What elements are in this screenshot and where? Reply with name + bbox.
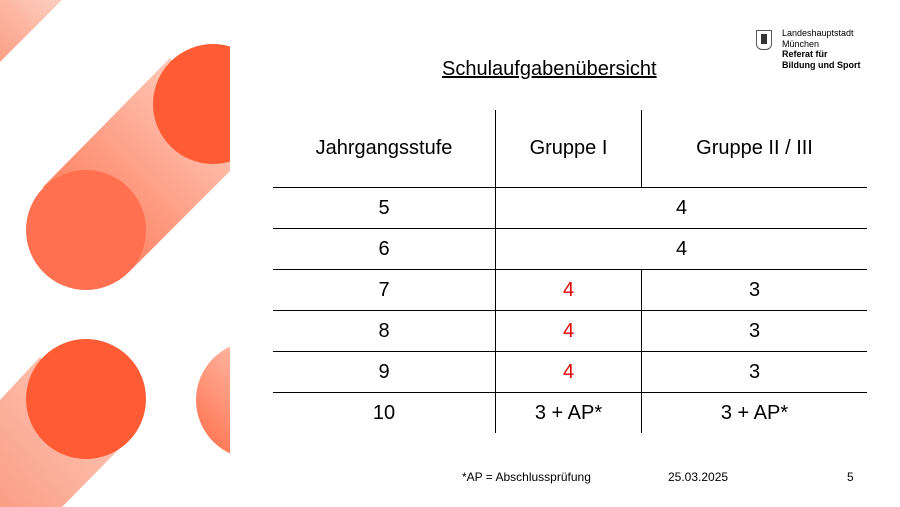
column-header: Jahrgangsstufe [273, 110, 496, 188]
table-row: 7 4 3 [273, 269, 867, 311]
logo-line: Bildung und Sport [782, 59, 861, 70]
page-title: Schulaufgabenübersicht [442, 58, 657, 80]
table-header-row: Jahrgangsstufe Gruppe I Gruppe II / III [273, 110, 867, 188]
table-row: 9 4 3 [273, 351, 867, 393]
munich-crest-icon [756, 30, 772, 50]
grade-cell: 7 [273, 269, 496, 311]
value-cell: 4 [495, 228, 867, 270]
circle-partial [196, 346, 230, 454]
table-row: 5 4 [273, 187, 867, 229]
stripe-top [0, 0, 62, 62]
grade-cell: 5 [273, 187, 496, 229]
grade-cell: 9 [273, 351, 496, 393]
circle-top [153, 44, 230, 164]
group1-cell: 4 [495, 310, 642, 352]
table-row: 6 4 [273, 228, 867, 270]
group1-cell: 4 [495, 351, 642, 393]
group2-cell: 3 [641, 351, 867, 393]
value-cell: 4 [495, 187, 867, 229]
grade-cell: 10 [273, 392, 496, 433]
circle-bottom [26, 339, 146, 459]
group2-cell: 3 [641, 310, 867, 352]
page-number: 5 [847, 470, 854, 484]
table-row: 10 3 + AP* 3 + AP* [273, 392, 867, 433]
group2-cell: 3 + AP* [641, 392, 867, 433]
footnote: *AP = Abschlussprüfung [462, 470, 591, 484]
table-row: 8 4 3 [273, 310, 867, 352]
grade-cell: 6 [273, 228, 496, 270]
logo-line: Landeshauptstadt [782, 28, 854, 38]
decorative-shapes [0, 0, 230, 507]
column-header: Gruppe I [495, 110, 642, 188]
date: 25.03.2025 [668, 470, 729, 484]
schedule-table: Jahrgangsstufe Gruppe I Gruppe II / III … [273, 110, 867, 433]
logo-line: München [782, 38, 820, 49]
group2-cell: 3 [641, 269, 867, 311]
logo: Landeshauptstadt München Referat für Bil… [756, 28, 860, 70]
group1-cell: 4 [495, 269, 642, 311]
grade-cell: 8 [273, 310, 496, 352]
column-header: Gruppe II / III [696, 137, 813, 159]
group1-cell: 3 + AP* [495, 392, 642, 433]
logo-line: Referat für [782, 49, 828, 59]
